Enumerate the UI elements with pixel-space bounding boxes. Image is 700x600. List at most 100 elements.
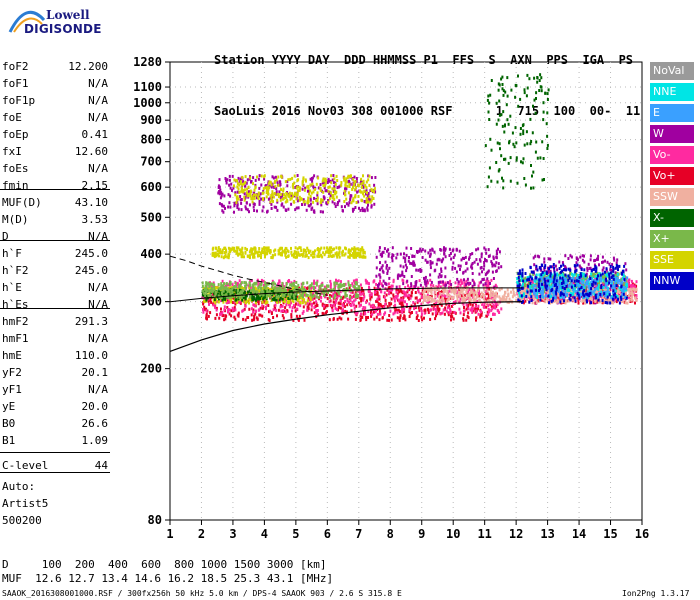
echo-point	[241, 288, 243, 292]
echo-point	[635, 288, 638, 292]
echo-point	[594, 299, 597, 303]
echo-point	[359, 253, 362, 257]
echo-point	[595, 284, 598, 288]
echo-point	[259, 192, 262, 196]
echo-point	[600, 300, 603, 304]
echo-point	[547, 300, 549, 304]
echo-point	[444, 275, 447, 279]
echo-point	[387, 286, 390, 290]
echo-point	[238, 180, 241, 184]
echo-point	[526, 287, 529, 291]
echo-point	[313, 210, 316, 214]
echo-point	[275, 300, 277, 304]
echo-point	[467, 297, 470, 300]
echo-point	[254, 304, 257, 308]
param-hf2: h`F2 245.0	[2, 262, 108, 279]
echo-point	[425, 289, 428, 293]
echo-point	[288, 300, 291, 304]
echo-point	[386, 305, 389, 309]
echo-point	[263, 286, 266, 290]
echo-point	[252, 290, 255, 294]
echo-point	[352, 294, 355, 298]
echo-point	[297, 178, 300, 182]
echo-point	[206, 289, 209, 293]
echo-point	[359, 296, 362, 300]
echo-point	[546, 289, 548, 293]
echo-point	[214, 291, 217, 294]
echo-point	[563, 281, 566, 285]
echo-point	[487, 175, 490, 179]
echo-point	[350, 253, 353, 257]
echo-point	[482, 267, 485, 271]
echo-point	[438, 300, 441, 304]
echo-point	[624, 294, 627, 298]
echo-point	[480, 252, 483, 256]
echo-point	[385, 293, 388, 297]
echo-point	[622, 295, 625, 299]
echo-point	[468, 301, 471, 305]
echo-point	[283, 193, 285, 197]
param-value: 20.0	[81, 400, 109, 413]
echo-point	[517, 285, 520, 289]
echo-point	[427, 281, 429, 285]
echo-point	[342, 209, 344, 213]
echo-point	[236, 293, 239, 297]
echo-point	[400, 296, 403, 300]
echo-point	[268, 293, 271, 297]
echo-point	[243, 195, 246, 199]
echo-point	[434, 302, 437, 306]
echo-point	[266, 289, 269, 292]
echo-point	[495, 261, 498, 265]
echo-point	[287, 250, 290, 254]
echo-point	[280, 175, 283, 179]
echo-point	[482, 297, 485, 300]
echo-point	[255, 193, 258, 197]
echo-point	[575, 272, 578, 276]
echo-point	[366, 196, 369, 200]
echo-point	[363, 190, 366, 194]
echo-point	[263, 287, 266, 291]
echo-point	[321, 288, 324, 292]
echo-point	[259, 306, 262, 310]
echo-point	[309, 202, 312, 206]
echo-point	[301, 180, 304, 184]
echo-point	[496, 292, 498, 296]
echo-point	[291, 295, 294, 299]
echo-point	[620, 286, 623, 290]
echo-point	[302, 281, 305, 285]
echo-point	[593, 293, 596, 297]
echo-point	[616, 283, 619, 287]
echo-point	[453, 288, 456, 292]
echo-point	[621, 292, 624, 296]
echo-point	[229, 289, 232, 293]
echo-point	[287, 302, 290, 306]
echo-point	[236, 201, 239, 205]
echo-point	[293, 181, 296, 185]
echo-point	[618, 295, 620, 299]
echo-point	[487, 312, 490, 316]
echo-point	[273, 291, 276, 295]
echo-point	[585, 287, 588, 291]
echo-point	[320, 200, 322, 204]
x-tick-label: 15	[603, 527, 617, 541]
echo-point	[285, 191, 288, 195]
echo-point	[321, 189, 323, 193]
echo-point	[563, 299, 566, 303]
echo-point	[440, 275, 443, 279]
echo-point	[273, 304, 276, 308]
echo-point	[256, 280, 259, 284]
echo-point	[222, 286, 225, 289]
echo-point	[439, 302, 442, 306]
echo-point	[428, 299, 431, 303]
echo-point	[219, 312, 221, 316]
echo-point	[558, 271, 561, 275]
echo-point	[292, 290, 295, 294]
echo-point	[255, 298, 258, 302]
echo-point	[581, 254, 584, 258]
echo-point	[349, 175, 351, 178]
echo-point	[234, 302, 237, 306]
echo-point	[226, 283, 229, 287]
echo-point	[357, 295, 359, 298]
echo-point	[543, 269, 546, 273]
echo-point	[619, 279, 622, 282]
